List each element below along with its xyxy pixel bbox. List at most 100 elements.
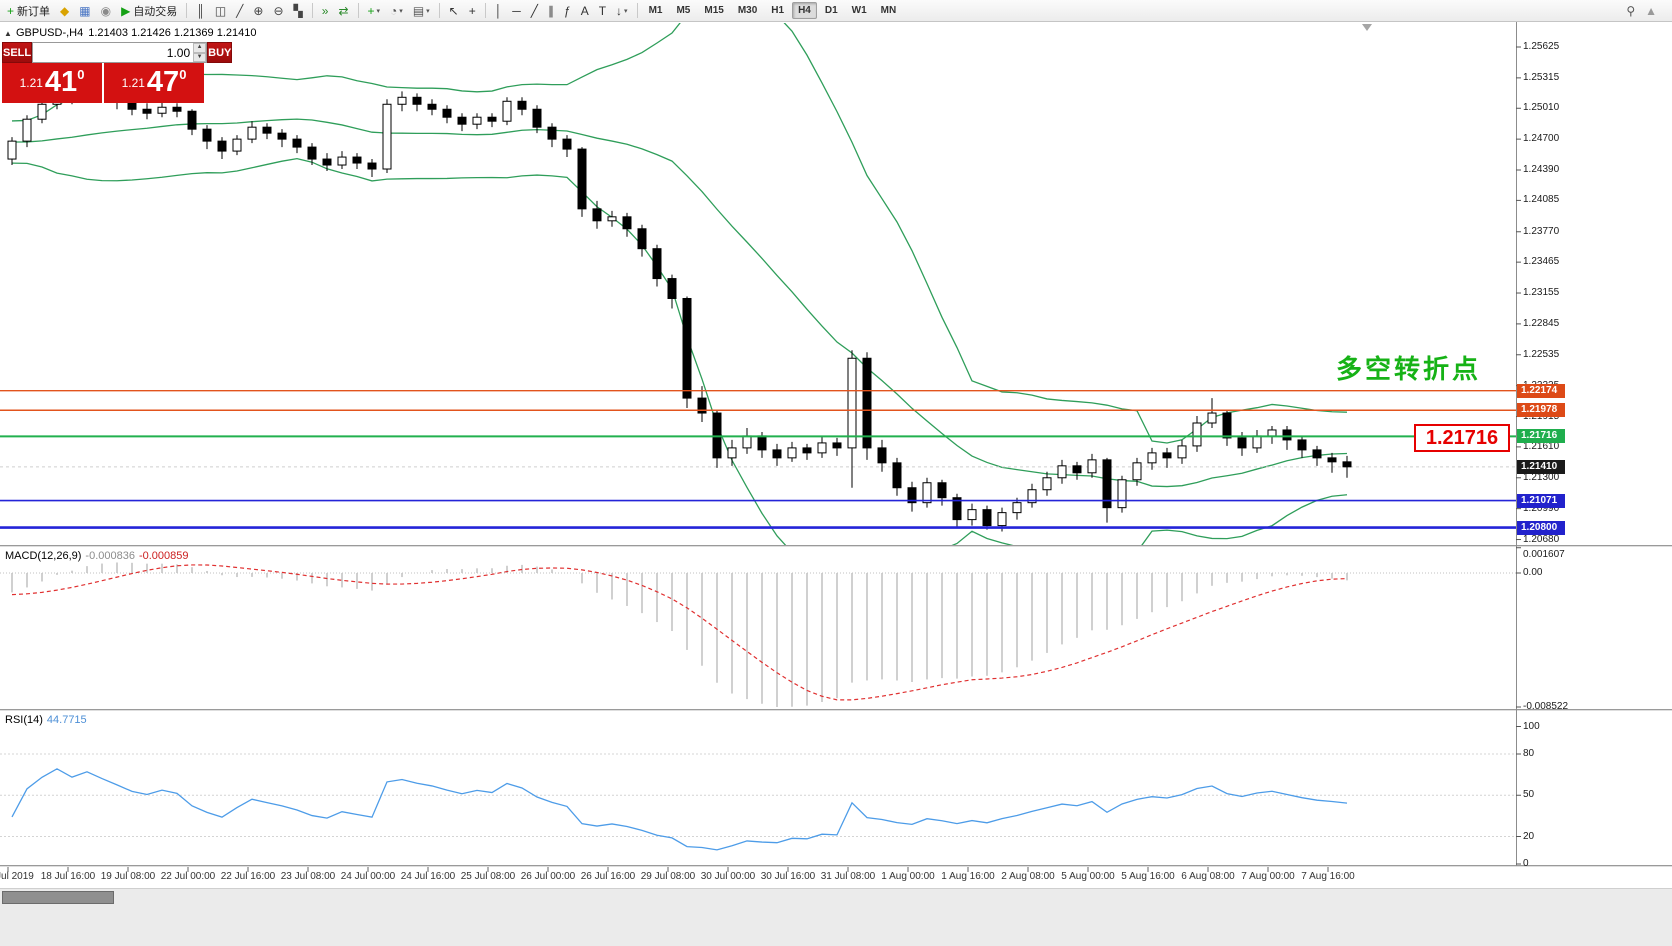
rsi-axis-label: 20: [1523, 830, 1535, 842]
quotes-window-button[interactable]: ◆: [56, 0, 73, 21]
chart-shift-icon: ⇄: [338, 3, 349, 18]
timeframe-d1[interactable]: D1: [824, 5, 838, 16]
periods-button[interactable]: ◔ ▾: [386, 0, 407, 21]
time-label: 22 Jul 00:00: [160, 871, 216, 882]
time-label: 24 Jul 00:00: [340, 871, 396, 882]
toolbar-separator: [438, 3, 440, 18]
templates-button[interactable]: ▤ ▾: [409, 0, 434, 21]
volume-spinner: ▲ ▼: [193, 43, 207, 62]
price-axis-label: 1.22845: [1523, 317, 1560, 329]
text-button[interactable]: A: [577, 0, 593, 21]
chart-shift-button[interactable]: ⇄: [334, 0, 352, 21]
arrow-objects-icon: ↓: [616, 3, 623, 18]
line-chart-icon: ╱: [236, 3, 244, 18]
clock-icon: ◔: [390, 3, 398, 18]
cursor-icon: ↖: [448, 3, 459, 18]
volume-up-icon[interactable]: ▲: [193, 43, 207, 53]
trendline-button[interactable]: ╱: [527, 0, 542, 21]
cursor-button[interactable]: ↖: [445, 0, 463, 21]
macd-main-value: -0.000836: [85, 550, 135, 562]
timeframe-m5[interactable]: M5: [676, 5, 691, 16]
bottom-scrollbar-area[interactable]: [0, 888, 1672, 946]
price-tag-1.21071: 1.21071: [1517, 493, 1565, 508]
fibonacci-button[interactable]: ƒ: [560, 0, 575, 21]
macd-signal-value: -0.000859: [138, 550, 189, 562]
sell-button[interactable]: SELL: [2, 42, 33, 63]
volume-down-icon[interactable]: ▼: [193, 52, 207, 62]
time-label: 19 Jul 08:00: [100, 871, 156, 882]
price-axis-label: 1.22535: [1523, 348, 1560, 360]
label-icon: T: [598, 3, 607, 18]
zoom-out-button[interactable]: ⊖: [269, 0, 287, 21]
timeframe-m1[interactable]: M1: [648, 5, 663, 16]
price-axis-label: 1.20680: [1523, 533, 1560, 545]
channel-button[interactable]: ∥: [544, 0, 558, 21]
one-click-collapse-icon[interactable]: ▲: [4, 29, 12, 38]
time-label: 1 Aug 16:00: [941, 871, 995, 882]
indicators-button[interactable]: + ▾: [364, 0, 385, 21]
buy-price[interactable]: 1.21 47 0: [104, 63, 204, 103]
rsi-value: 44.7715: [46, 714, 87, 726]
toolbar-right: ⚲ ▲: [1621, 0, 1662, 21]
ohlc-values-label: 1.21403 1.21426 1.21369 1.21410: [88, 27, 257, 39]
chevron-down-icon: ▾: [426, 7, 430, 15]
time-label: 29 Jul 08:00: [640, 871, 696, 882]
horizontal-scrollbar-thumb[interactable]: [2, 891, 114, 904]
zoom-in-button[interactable]: ⊕: [249, 0, 267, 21]
toolbar-expand-button[interactable]: ▲: [1641, 0, 1661, 21]
time-label: 23 Jul 08:00: [280, 871, 336, 882]
auto-scroll-button[interactable]: »: [318, 0, 333, 21]
sell-price[interactable]: 1.21 41 0: [2, 63, 102, 103]
price-tag-1.21716: 1.21716: [1517, 429, 1565, 444]
autotrading-button[interactable]: ▶ 自动交易: [117, 0, 181, 21]
turning-point-annotation[interactable]: 多空转折点: [1336, 354, 1482, 384]
chart-window-button[interactable]: ▦: [75, 0, 94, 21]
macd-axis-label: 0.001607: [1523, 549, 1565, 560]
time-label: 6 Aug 08:00: [1181, 871, 1235, 882]
one-click-controls: SELL ▲ ▼ BUY: [2, 42, 233, 63]
chart-shift-marker-icon: [1362, 24, 1372, 31]
time-label: 30 Jul 16:00: [760, 871, 816, 882]
horizontal-line-button[interactable]: ─: [508, 0, 525, 21]
timeframe-m30[interactable]: M30: [737, 5, 758, 16]
vertical-line-button[interactable]: │: [491, 0, 507, 21]
crosshair-button[interactable]: +: [465, 0, 480, 21]
time-label: 5 Aug 00:00: [1061, 871, 1115, 882]
macd-axis-label: -0.008522: [1523, 701, 1569, 712]
chevron-down-icon: ▾: [624, 7, 628, 15]
timeframe-mn[interactable]: MN: [880, 5, 897, 16]
sell-price-sup: 0: [77, 67, 85, 82]
price-tag-1.21410: 1.21410: [1517, 459, 1565, 474]
bar-chart-mode-button[interactable]: ║: [192, 0, 209, 21]
arrows-button[interactable]: ↓ ▾: [612, 0, 632, 21]
timeframe-m15[interactable]: M15: [704, 5, 724, 16]
timeframe-h1[interactable]: H1: [771, 5, 785, 16]
search-button[interactable]: ⚲: [1622, 0, 1639, 21]
sell-price-big: 41: [44, 66, 78, 98]
rsi-name: RSI(14): [5, 714, 43, 726]
candlestick-mode-button[interactable]: ◫: [211, 0, 230, 21]
toolbar: + 新订单 ◆ ▦ ◉ ▶ 自动交易 ║ ◫ ╱ ⊕ ⊖ ▚» ⇄ + ▾ ◔ ▾ ▤ ▾ ↖ + │ ─ ╱ ∥ ƒ A T ↓ ▾ M1 M…: [0, 0, 1672, 22]
sound-alert-button[interactable]: ◉: [97, 0, 115, 21]
tile-windows-icon: ▚: [293, 3, 303, 18]
horizontal-line-icon: ─: [512, 3, 521, 18]
time-label: 22 Jul 16:00: [220, 871, 276, 882]
new-order-button[interactable]: + 新订单: [3, 0, 54, 21]
toolbar-separator: [484, 3, 486, 18]
tile-windows-button[interactable]: ▚: [290, 0, 307, 21]
toolbar-separator: [311, 3, 313, 18]
line-chart-mode-button[interactable]: ╱: [232, 0, 247, 21]
auto-scroll-icon: »: [321, 3, 329, 18]
timeframe-w1[interactable]: W1: [851, 5, 867, 16]
buy-button[interactable]: BUY: [207, 42, 233, 63]
sound-icon: ◉: [100, 3, 112, 18]
toolbar-left: + 新订单 ◆ ▦ ◉ ▶ 自动交易 ║ ◫ ╱ ⊕ ⊖ ▚» ⇄ + ▾ ◔ ▾ ▤ ▾ ↖ + │ ─ ╱ ∥ ƒ A T ↓ ▾ M1 M…: [2, 0, 903, 21]
price-level-callout[interactable]: 1.21716: [1414, 424, 1510, 452]
label-button[interactable]: T: [595, 0, 610, 21]
template-icon: ▤: [412, 3, 425, 18]
volume-input[interactable]: [33, 43, 194, 62]
autotrading-button-label: 自动交易: [133, 5, 178, 18]
timeframe-h4[interactable]: H4: [792, 2, 817, 19]
